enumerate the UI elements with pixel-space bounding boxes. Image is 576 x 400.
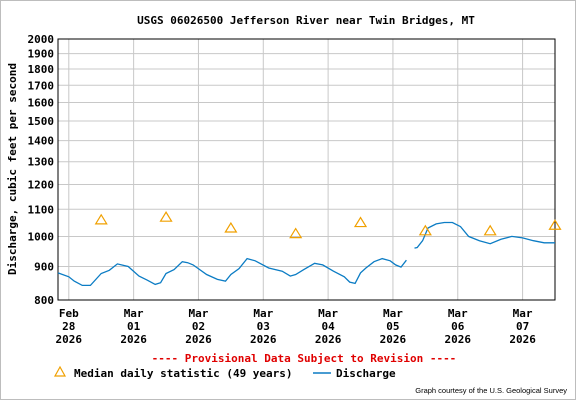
median-point xyxy=(353,216,368,228)
median-point xyxy=(94,213,108,225)
legend-triangle-icon xyxy=(53,365,67,377)
x-tick-label: 2026 xyxy=(250,333,277,346)
x-tick-label: Mar xyxy=(383,307,403,320)
x-tick-label: 06 xyxy=(451,320,465,333)
y-tick-label: 2000 xyxy=(28,33,55,46)
x-tick-label: 03 xyxy=(257,320,270,333)
y-tick-label: 1500 xyxy=(28,115,55,128)
x-tick-label: Mar xyxy=(253,307,273,320)
chart-title: USGS 06026500 Jefferson River near Twin … xyxy=(137,14,475,27)
x-tick-labels: Feb282026Mar012026Mar022026Mar032026Mar0… xyxy=(56,307,537,346)
grid xyxy=(58,39,555,300)
median-point xyxy=(483,224,497,236)
legend-median-label: Median daily statistic (49 years) xyxy=(74,367,293,380)
provisional-note: ---- Provisional Data Subject to Revisio… xyxy=(152,352,457,365)
y-tick-label: 1800 xyxy=(28,63,55,76)
y-tick-label: 800 xyxy=(34,294,54,307)
legend: Median daily statistic (49 years) Discha… xyxy=(53,365,396,380)
x-tick-label: Mar xyxy=(124,307,144,320)
y-tick-label: 1400 xyxy=(28,135,55,148)
discharge-series xyxy=(57,221,555,287)
plot-area-border xyxy=(57,38,556,301)
y-tick-label: 1000 xyxy=(28,230,55,243)
x-tick-label: 07 xyxy=(516,320,529,333)
x-tick-label: Feb xyxy=(59,307,79,320)
x-tick-label: 2026 xyxy=(509,333,536,346)
legend-discharge-label: Discharge xyxy=(336,367,396,380)
y-tick-label: 1700 xyxy=(28,79,55,92)
median-point xyxy=(548,219,562,230)
discharge-line xyxy=(57,257,407,287)
median-point xyxy=(159,211,173,222)
median-point xyxy=(289,227,303,239)
y-tick-labels: 800 900 1000 1100 1200 1300 1400 1500 1600 1700 18… xyxy=(28,33,55,307)
x-tick-label: 2026 xyxy=(56,333,83,346)
x-tick-label: 2026 xyxy=(380,333,407,346)
x-tick-label: 2026 xyxy=(185,333,212,346)
x-tick-label: 05 xyxy=(386,320,399,333)
y-tick-label: 1600 xyxy=(28,97,55,110)
x-tick-label: Mar xyxy=(513,307,533,320)
x-tick-label: 01 xyxy=(127,320,141,333)
x-tick-label: 2026 xyxy=(120,333,147,346)
x-tick-label: 28 xyxy=(62,320,75,333)
y-tick-label: 1100 xyxy=(28,203,55,216)
median-point xyxy=(418,224,432,236)
x-tick-label: 2026 xyxy=(445,333,472,346)
x-tick-label: 2026 xyxy=(315,333,342,346)
y-tick-label: 900 xyxy=(34,260,54,273)
y-tick-label: 1300 xyxy=(28,156,55,169)
y-tick-label: 1900 xyxy=(28,48,55,61)
x-tick-label: Mar xyxy=(448,307,468,320)
credit-text: Graph courtesy of the U.S. Geological Su… xyxy=(415,386,567,395)
y-tick-label: 1200 xyxy=(28,179,55,192)
y-axis-label: Discharge, cubic feet per second xyxy=(6,63,19,275)
x-tick-label: Mar xyxy=(189,307,209,320)
median-point xyxy=(224,221,238,233)
x-tick-label: Mar xyxy=(318,307,338,320)
x-tick-label: 04 xyxy=(321,320,335,333)
median-series xyxy=(94,211,562,239)
x-tick-label: 02 xyxy=(192,320,205,333)
discharge-line xyxy=(414,221,555,249)
